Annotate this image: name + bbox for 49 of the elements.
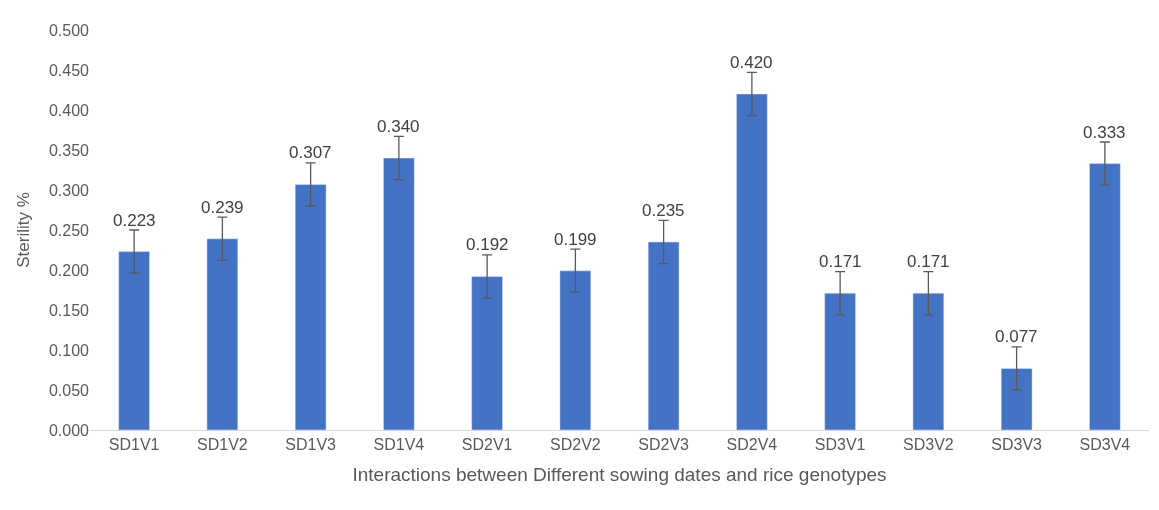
y-tick-label: 0.500 — [48, 21, 90, 39]
bar — [736, 93, 768, 430]
y-tick-label: 0.000 — [48, 421, 90, 439]
y-axis-title: Sterility % — [13, 192, 33, 268]
x-tick-label: SD1V1 — [108, 436, 160, 454]
x-tick-label: SD3V1 — [814, 436, 866, 454]
x-tick-label: SD2V2 — [550, 436, 601, 454]
y-tick-label: 0.150 — [48, 301, 90, 319]
data-label: 0.307 — [289, 143, 332, 162]
data-label: 0.171 — [819, 252, 862, 271]
bar — [294, 184, 327, 430]
y-tick-label: 0.400 — [48, 101, 90, 119]
x-tick-label: SD3V4 — [1079, 436, 1131, 454]
bar — [1089, 163, 1121, 430]
y-tick-label: 0.100 — [48, 341, 90, 359]
bar — [824, 292, 856, 430]
y-tick-label: 0.350 — [48, 141, 90, 159]
data-label: 0.199 — [554, 230, 597, 249]
bar — [471, 276, 503, 430]
x-tick-label: SD2V4 — [726, 436, 778, 454]
bar — [383, 157, 415, 430]
data-label: 0.333 — [1083, 123, 1126, 142]
data-label: 0.223 — [113, 211, 156, 230]
x-tick-label: SD2V3 — [638, 436, 690, 454]
y-tick-label: 0.450 — [48, 61, 90, 79]
y-tick-label: 0.300 — [48, 181, 90, 199]
x-tick-label: SD1V3 — [285, 436, 337, 454]
data-label: 0.340 — [377, 117, 420, 136]
data-label: 0.239 — [201, 198, 244, 217]
bar — [118, 251, 150, 430]
data-label: 0.192 — [466, 235, 509, 254]
x-tick-label: SD3V3 — [991, 436, 1043, 454]
x-tick-label: SD1V4 — [373, 436, 425, 454]
x-axis-title: Interactions between Different sowing dates and rice genotypes — [352, 464, 887, 485]
y-tick-label: 0.200 — [48, 261, 90, 279]
data-label: 0.171 — [907, 252, 950, 271]
y-tick-label: 0.050 — [48, 381, 90, 399]
bar — [647, 241, 680, 430]
bar — [206, 238, 239, 430]
bar — [559, 270, 592, 430]
data-label: 0.077 — [995, 327, 1038, 346]
bar — [1000, 368, 1033, 430]
data-label: 0.420 — [730, 53, 773, 72]
x-tick-label: SD3V2 — [903, 436, 954, 454]
bar — [912, 292, 945, 430]
data-label: 0.235 — [642, 201, 685, 220]
y-tick-label: 0.250 — [48, 221, 90, 239]
x-tick-label: SD2V1 — [461, 436, 513, 454]
x-tick-label: SD1V2 — [197, 436, 248, 454]
